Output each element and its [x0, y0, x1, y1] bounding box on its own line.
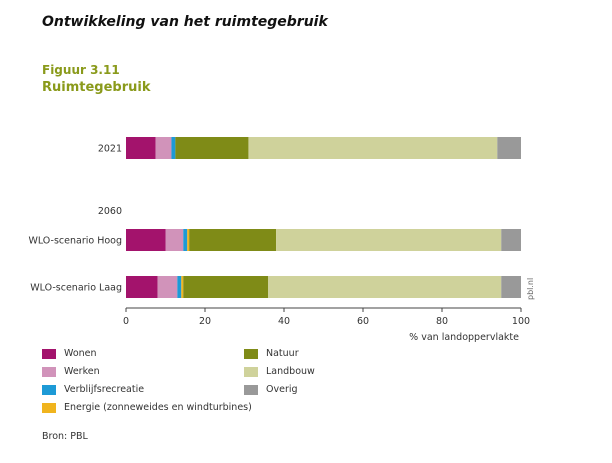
figure-title: Ruimtegebruik: [42, 80, 151, 95]
legend-swatch: [42, 366, 56, 377]
legend-swatch: [42, 402, 56, 413]
bar-segment: [189, 229, 277, 251]
legend-item: Wonen: [42, 348, 97, 359]
bar-segment: [497, 137, 521, 159]
legend-item: Energie (zonneweides en windturbines): [42, 402, 252, 413]
x-tick-label: 0: [123, 316, 129, 327]
legend-label: Wonen: [64, 348, 97, 359]
x-tick-label: 60: [357, 316, 369, 327]
bar-segment: [501, 276, 521, 298]
x-tick-label: 100: [512, 316, 530, 327]
legend-swatch: [244, 384, 258, 395]
source-note: Bron: PBL: [42, 431, 88, 442]
bar-segment: [183, 229, 188, 251]
bar-segment: [126, 276, 158, 298]
bar-segment: [171, 137, 176, 159]
category-label: WLO-scenario Hoog: [28, 236, 122, 247]
bar-segment: [157, 276, 178, 298]
bar-segment: [268, 276, 502, 298]
legend-label: Overig: [266, 384, 298, 395]
page-heading: Ontwikkeling van het ruimtegebruik: [42, 14, 328, 30]
legend-label: Natuur: [266, 348, 299, 359]
bar-segment: [155, 137, 172, 159]
bar-segment: [187, 229, 190, 251]
bar-segment: [501, 229, 521, 251]
x-tick-label: 80: [436, 316, 448, 327]
legend-item: Werken: [42, 366, 100, 377]
legend-label: Werken: [64, 366, 100, 377]
bar-segment: [248, 137, 498, 159]
chart-legend: Wonen Werken Verblijfsrecreatie Energie (zo…: [42, 348, 372, 423]
legend-label: Landbouw: [266, 366, 315, 377]
legend-swatch: [42, 384, 56, 395]
bar-segment: [183, 276, 269, 298]
bar-segment: [165, 229, 184, 251]
bar-segment: [126, 137, 156, 159]
bar-segment: [126, 229, 166, 251]
legend-swatch: [244, 348, 258, 359]
bar-segment: [276, 229, 502, 251]
x-axis-label: % van landoppervlakte: [409, 332, 519, 343]
legend-swatch: [244, 366, 258, 377]
legend-item: Overig: [244, 384, 298, 395]
category-label: WLO-scenario Laag: [30, 283, 122, 294]
legend-item: Landbouw: [244, 366, 315, 377]
legend-item: Verblijfsrecreatie: [42, 384, 144, 395]
figure-label: Figuur 3.11: [42, 63, 120, 77]
legend-label: Verblijfsrecreatie: [64, 384, 145, 395]
legend-swatch: [42, 348, 56, 359]
x-tick-label: 40: [278, 316, 290, 327]
legend-label: Energie (zonneweides en windturbines): [64, 402, 252, 413]
bar-segment: [181, 276, 184, 298]
group-label: 2060: [98, 206, 122, 217]
bar-segment: [177, 276, 182, 298]
category-label: 2021: [98, 144, 122, 155]
x-tick-label: 20: [199, 316, 211, 327]
watermark: pbl.nl: [526, 278, 535, 300]
legend-item: Natuur: [244, 348, 299, 359]
bar-segment: [175, 137, 249, 159]
